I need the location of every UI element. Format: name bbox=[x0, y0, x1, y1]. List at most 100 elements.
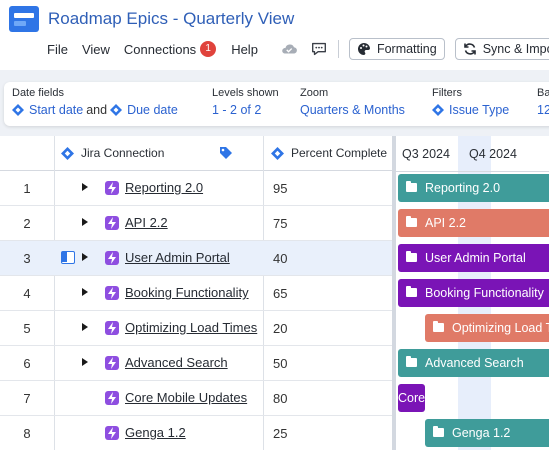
row-number: 2 bbox=[23, 216, 31, 231]
percent-complete-cell[interactable]: 40 bbox=[273, 251, 288, 266]
expand-caret-icon[interactable] bbox=[82, 183, 88, 191]
timeline-bar-label: Core bbox=[398, 391, 425, 405]
table-row[interactable]: 4 Booking Functionality 65 bbox=[0, 276, 392, 311]
timeline-bar[interactable]: User Admin Portal bbox=[398, 244, 549, 272]
sync-import-button[interactable]: Sync & Impor bbox=[454, 38, 549, 60]
extra-value[interactable]: 12 bbox=[537, 103, 549, 117]
timeline-bar[interactable]: Advanced Search bbox=[398, 349, 549, 377]
start-date-link[interactable]: Start date bbox=[29, 103, 84, 117]
tag-icon[interactable] bbox=[219, 146, 233, 160]
percent-complete-header[interactable]: Percent Complete bbox=[291, 146, 388, 160]
menu-file[interactable]: File bbox=[47, 41, 68, 57]
table-row[interactable]: 3 User Admin Portal 40 bbox=[0, 241, 392, 276]
menu-connections[interactable]: Connections bbox=[123, 41, 197, 57]
issue-name-link[interactable]: User Admin Portal bbox=[125, 250, 230, 265]
expand-caret-icon[interactable] bbox=[82, 358, 88, 366]
filters-value[interactable]: Issue Type bbox=[449, 103, 510, 117]
timeline-header-line bbox=[396, 171, 549, 172]
percent-complete-cell[interactable]: 75 bbox=[273, 216, 288, 231]
row-number: 1 bbox=[23, 181, 31, 196]
jira-epic-icon bbox=[105, 356, 119, 370]
jira-connection-header[interactable]: Jira Connection bbox=[81, 146, 165, 160]
and-text: and bbox=[86, 103, 108, 117]
menu-help[interactable]: Help bbox=[231, 41, 258, 57]
jira-epic-icon bbox=[105, 321, 119, 335]
levels-value[interactable]: 1 - 2 of 2 bbox=[212, 103, 262, 117]
timeline-bar[interactable]: Optimizing Load T bbox=[425, 314, 549, 342]
date-fields-label: Date fields bbox=[12, 87, 64, 99]
timeline-splitter[interactable] bbox=[392, 136, 396, 450]
due-date-link[interactable]: Due date bbox=[127, 103, 178, 117]
issue-name-link[interactable]: Booking Functionality bbox=[125, 285, 249, 300]
jira-field-icon bbox=[61, 147, 74, 160]
issue-name-link[interactable]: Optimizing Load Times bbox=[125, 320, 258, 335]
expand-caret-icon[interactable] bbox=[82, 288, 88, 296]
field-diamond-icon bbox=[12, 104, 24, 116]
percent-complete-cell[interactable]: 80 bbox=[273, 391, 288, 406]
connections-badge: 1 bbox=[200, 41, 217, 57]
percent-complete-cell[interactable]: 25 bbox=[273, 426, 288, 441]
levels-shown-setting[interactable]: Levels shown 1 - 2 of 2 bbox=[212, 87, 279, 117]
expand-caret-icon[interactable] bbox=[82, 323, 88, 331]
folder-icon bbox=[433, 321, 444, 333]
roadmap-grid: Jira Connection Percent Complete 1 Report… bbox=[0, 136, 549, 450]
percent-complete-cell[interactable]: 50 bbox=[273, 356, 288, 371]
zoom-value[interactable]: Quarters & Months bbox=[300, 103, 405, 117]
table-row[interactable]: 1 Reporting 2.0 95 bbox=[0, 171, 392, 206]
jira-epic-icon bbox=[105, 391, 119, 405]
timeline-panel: Q3 2024 Q4 2024 Reporting 2.0 API 2.2 User… bbox=[396, 136, 549, 450]
row-number: 6 bbox=[23, 356, 31, 371]
table-row[interactable]: 5 Optimizing Load Times 20 bbox=[0, 311, 392, 346]
timeline-bar-label: Reporting 2.0 bbox=[425, 181, 501, 195]
percent-complete-cell[interactable]: 95 bbox=[273, 181, 288, 196]
timeline-bar[interactable]: Genga 1.2 bbox=[425, 419, 549, 447]
timeline-bar-label: API 2.2 bbox=[425, 216, 466, 230]
column-divider bbox=[263, 136, 264, 450]
timeline-bar[interactable]: API 2.2 bbox=[398, 209, 549, 237]
timeline-bar[interactable]: Booking Functionality bbox=[398, 279, 549, 307]
folder-icon bbox=[406, 356, 417, 368]
row-number: 4 bbox=[23, 286, 31, 301]
percent-complete-cell[interactable]: 65 bbox=[273, 286, 288, 301]
comment-icon[interactable] bbox=[310, 40, 328, 58]
timeline-bar[interactable]: Reporting 2.0 bbox=[398, 174, 549, 202]
jira-epic-icon bbox=[105, 251, 119, 265]
table-row[interactable]: 7 Core Mobile Updates 80 bbox=[0, 381, 392, 416]
formatting-button[interactable]: Formatting bbox=[348, 38, 445, 60]
issue-name-link[interactable]: API 2.2 bbox=[125, 215, 168, 230]
row-number: 7 bbox=[23, 391, 31, 406]
table-row[interactable]: 6 Advanced Search 50 bbox=[0, 346, 392, 381]
percent-complete-cell[interactable]: 20 bbox=[273, 321, 288, 336]
issue-name-link[interactable]: Reporting 2.0 bbox=[125, 180, 204, 195]
date-fields-setting[interactable]: Date fields Start date and Due date bbox=[12, 87, 178, 117]
timeline-bar[interactable]: Core bbox=[398, 384, 425, 412]
open-detail-panel-icon[interactable] bbox=[61, 251, 75, 264]
zoom-setting[interactable]: Zoom Quarters & Months bbox=[300, 87, 405, 117]
expand-caret-icon[interactable] bbox=[82, 218, 88, 226]
folder-icon bbox=[406, 216, 417, 228]
issue-name-link[interactable]: Genga 1.2 bbox=[125, 425, 186, 440]
row-number: 5 bbox=[23, 321, 31, 336]
document-title[interactable]: Roadmap Epics - Quarterly View bbox=[48, 9, 295, 28]
levels-label: Levels shown bbox=[212, 87, 279, 99]
table-row[interactable]: 2 API 2.2 75 bbox=[0, 206, 392, 241]
cloud-sync-icon[interactable] bbox=[280, 40, 298, 58]
filters-setting[interactable]: Filters Issue Type bbox=[432, 87, 509, 117]
table-row[interactable]: 8 Genga 1.2 25 bbox=[0, 416, 392, 450]
view-settings-bar: Date fields Start date and Due date Leve… bbox=[4, 82, 549, 126]
formatting-label: Formatting bbox=[376, 42, 437, 56]
expand-caret-icon[interactable] bbox=[82, 253, 88, 261]
timeline-bar-label: Optimizing Load T bbox=[452, 321, 549, 335]
sync-import-label: Sync & Impor bbox=[482, 42, 549, 56]
folder-icon bbox=[406, 251, 417, 263]
menu-view[interactable]: View bbox=[81, 41, 110, 57]
quarter-header: Q4 2024 bbox=[469, 147, 517, 161]
folder-icon bbox=[406, 286, 417, 298]
issue-name-link[interactable]: Advanced Search bbox=[125, 355, 228, 370]
issue-name-link[interactable]: Core Mobile Updates bbox=[125, 390, 248, 405]
grid-header: Jira Connection Percent Complete bbox=[0, 136, 392, 171]
filters-label: Filters bbox=[432, 87, 462, 99]
timeline-bar-label: User Admin Portal bbox=[425, 251, 526, 265]
app-logo-icon bbox=[9, 6, 39, 32]
extra-setting[interactable]: Ba 12 bbox=[537, 87, 549, 117]
